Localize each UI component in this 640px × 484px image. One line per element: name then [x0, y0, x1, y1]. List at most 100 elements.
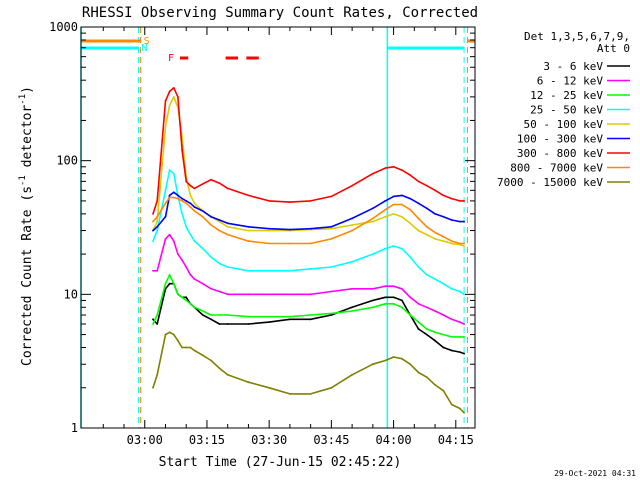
- series-2-point: [193, 306, 196, 309]
- series-5-point: [459, 220, 461, 223]
- y-tick-label: 10: [64, 287, 78, 301]
- series-0-point: [309, 318, 312, 321]
- series-1-point: [309, 293, 312, 296]
- series-4-point: [450, 242, 453, 245]
- x-tick-label: 03:45: [313, 433, 349, 447]
- series-2-point: [168, 273, 171, 276]
- y-axis-label-end: ): [20, 86, 35, 94]
- y-axis-label-main: Corrected Count Rate (s: [20, 186, 35, 366]
- series-2-point: [177, 293, 179, 296]
- series-8-point: [201, 354, 204, 357]
- series-4-point: [164, 125, 167, 128]
- series-6-point: [193, 187, 196, 190]
- series-0-point: [156, 323, 159, 325]
- footer-date: 29-Oct-2021 04:31: [554, 469, 636, 478]
- series-0-point: [218, 323, 221, 325]
- series-8-point: [372, 363, 374, 366]
- series-1-point: [289, 293, 291, 296]
- series-6-point: [392, 165, 395, 168]
- series-5-point: [168, 194, 171, 197]
- series-5-point: [247, 225, 250, 228]
- series-8-point: [442, 389, 445, 392]
- series-8-point: [309, 393, 312, 395]
- series-3-point: [172, 172, 175, 175]
- y-axis-label-mid: detector: [20, 105, 35, 176]
- series-6-point: [409, 174, 412, 177]
- series-4-point: [351, 224, 353, 226]
- series-0-point: [459, 351, 461, 353]
- night-label: N: [142, 43, 148, 54]
- series-5-point: [193, 206, 196, 208]
- series-1-point: [189, 273, 192, 276]
- series-8-point: [459, 407, 461, 410]
- series-8-point: [289, 393, 291, 395]
- series-2-point: [181, 296, 184, 299]
- series-4-point: [392, 213, 395, 215]
- series-5-point: [156, 225, 159, 228]
- series-3-point: [226, 266, 229, 268]
- series-3-point: [289, 269, 291, 272]
- series-1-point: [459, 321, 461, 323]
- legend-header-line-2: Att 0: [597, 42, 630, 55]
- series-6-point: [463, 200, 465, 202]
- series-2-point: [268, 315, 271, 318]
- series-1-point: [181, 259, 184, 262]
- series-3-point: [384, 247, 387, 250]
- series-6-point: [172, 87, 175, 89]
- series-7-point: [372, 217, 374, 220]
- series-5-point: [201, 210, 204, 212]
- series-7-point: [201, 215, 204, 218]
- series-1-point: [156, 269, 159, 272]
- series-5-point: [152, 229, 154, 232]
- series-8-point: [189, 346, 192, 349]
- series-4-point: [247, 229, 250, 232]
- series-3-point: [463, 293, 465, 296]
- series-6-point: [384, 167, 387, 170]
- series-6-point: [372, 172, 374, 175]
- series-6-point: [181, 149, 184, 152]
- x-tick-label: 04:00: [376, 433, 412, 447]
- x-tick-label: 03:30: [251, 433, 287, 447]
- series-3-point: [218, 262, 221, 265]
- series-2-point: [463, 336, 465, 338]
- svg-text:Corrected Count Rate (s-1 dete: Corrected Count Rate (s-1 detector-1): [18, 86, 35, 366]
- series-3-point: [442, 282, 445, 285]
- series-7-point: [164, 202, 167, 205]
- series-2-point: [185, 299, 188, 302]
- series-3-point: [185, 225, 188, 228]
- series-1-point: [434, 310, 436, 312]
- series-5-point: [351, 217, 353, 220]
- series-7-point: [409, 208, 412, 211]
- series-8-point: [168, 331, 171, 334]
- series-2-point: [450, 336, 453, 338]
- series-8-point: [156, 373, 159, 376]
- series-5-point: [268, 227, 271, 230]
- series-6-point: [417, 180, 420, 183]
- series-7-point: [226, 233, 229, 236]
- series-2-point: [164, 282, 167, 285]
- series-3-point: [459, 290, 461, 293]
- series-6-point: [442, 194, 445, 197]
- series-7-point: [268, 242, 271, 245]
- series-4-point: [372, 220, 374, 223]
- series-1-point: [417, 302, 420, 305]
- series-6-point: [401, 169, 403, 172]
- series-1-point: [409, 296, 412, 299]
- series-1-point: [185, 266, 188, 268]
- series-8-point: [417, 371, 420, 374]
- series-7-point: [177, 197, 179, 200]
- series-6-point: [289, 201, 291, 204]
- series-5-point: [218, 219, 221, 221]
- series-0-point: [201, 314, 204, 316]
- series-line-8: [152, 331, 465, 414]
- series-1-point: [152, 269, 154, 272]
- series-6-point: [152, 213, 154, 215]
- series-5-point: [172, 191, 175, 194]
- series-0-point: [442, 346, 445, 349]
- series-8-point: [152, 386, 154, 389]
- series-2-point: [442, 333, 445, 336]
- series-8-point: [177, 339, 179, 342]
- series-3-point: [193, 240, 196, 243]
- series-1-point: [442, 314, 445, 316]
